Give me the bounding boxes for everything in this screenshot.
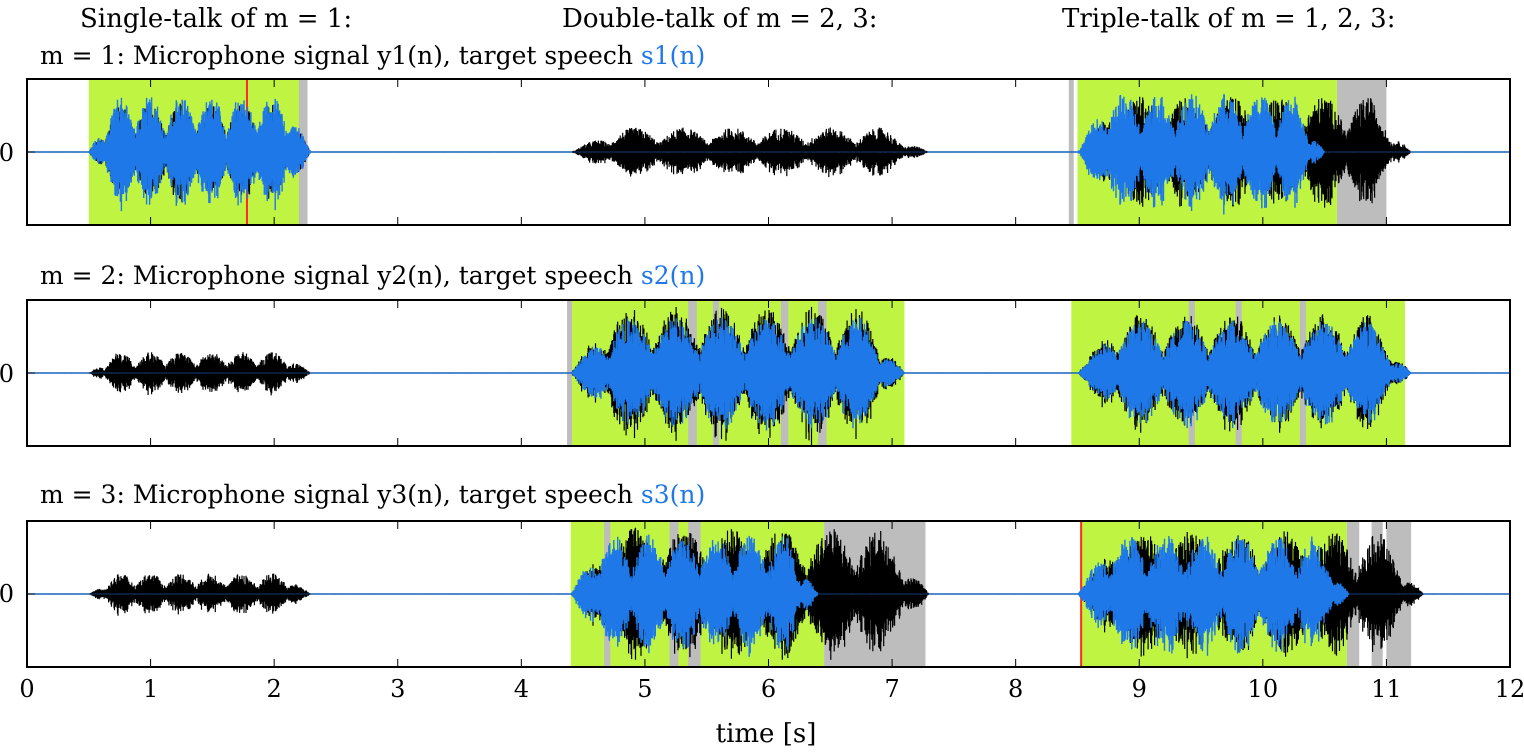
- x-tick-label: 12: [1495, 675, 1524, 703]
- x-tick-label: 8: [1008, 675, 1023, 703]
- panel-1: [26, 78, 1511, 226]
- panel-3-title-text: m = 3: Microphone signal y3(n), target s…: [40, 480, 641, 509]
- panel-2: [26, 299, 1511, 447]
- x-tick-label: 10: [1248, 675, 1279, 703]
- panel-3-y-tick: 0: [0, 580, 14, 608]
- x-tick-label: 2: [267, 675, 282, 703]
- x-tick-label: 0: [19, 675, 34, 703]
- panel-1-frame: [26, 78, 1511, 226]
- panel-3-title: m = 3: Microphone signal y3(n), target s…: [40, 480, 705, 509]
- x-tick-label: 1: [143, 675, 158, 703]
- panel-1-title-target: s1(n): [641, 41, 705, 70]
- panel-2-title: m = 2: Microphone signal y2(n), target s…: [40, 261, 705, 290]
- x-tick-label: 9: [1132, 675, 1147, 703]
- panel-1-y-tick: 0: [0, 139, 14, 167]
- panel-3: [26, 520, 1511, 668]
- x-tick-label: 5: [637, 675, 652, 703]
- panel-2-y-tick: 0: [0, 360, 14, 388]
- panel-2-title-target: s2(n): [641, 261, 705, 290]
- panel-1-title-text: m = 1: Microphone signal y1(n), target s…: [40, 41, 641, 70]
- x-tick-label: 6: [761, 675, 776, 703]
- panel-3-frame: [26, 520, 1511, 668]
- panel-2-title-text: m = 2: Microphone signal y2(n), target s…: [40, 261, 641, 290]
- header-triple-talk: Triple-talk of m = 1, 2, 3:: [1062, 4, 1395, 34]
- panel-2-frame: [26, 299, 1511, 447]
- x-tick-label: 3: [390, 675, 405, 703]
- panel-1-title: m = 1: Microphone signal y1(n), target s…: [40, 41, 705, 70]
- x-tick-label: 7: [884, 675, 899, 703]
- x-axis: 0 1 2 3 4 5 6 7 8 9 10 11 12: [19, 675, 1524, 703]
- x-tick-label: 4: [514, 675, 529, 703]
- header-single-talk: Single-talk of m = 1:: [80, 4, 352, 34]
- x-tick-label: 11: [1371, 675, 1402, 703]
- header-double-talk: Double-talk of m = 2, 3:: [562, 4, 878, 34]
- plot-area: 0 1 2 3 4 5 6 7 8 9 10 11 12: [19, 78, 1524, 703]
- x-axis-label: time [s]: [716, 719, 817, 749]
- panel-3-title-target: s3(n): [641, 480, 705, 509]
